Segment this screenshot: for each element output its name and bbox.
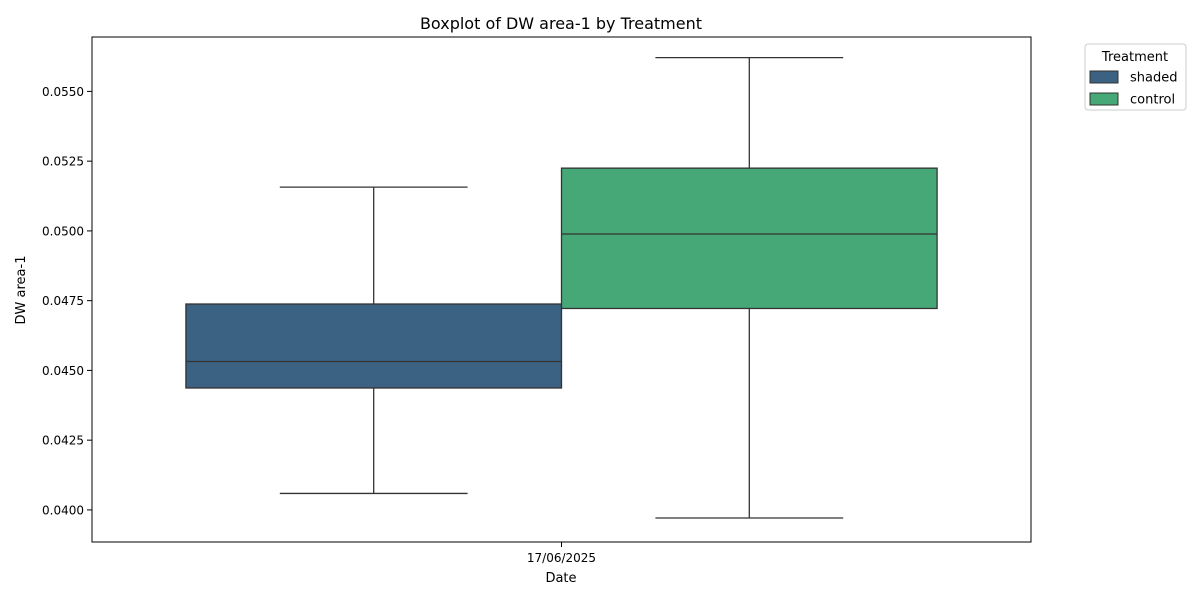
box-iqr [185, 303, 563, 389]
legend-swatch-control [1089, 92, 1119, 106]
legend-items: shaded control [1089, 70, 1177, 108]
box-control [560, 56, 938, 519]
box-group [185, 56, 938, 519]
y-tick-label: 0.0525 [42, 155, 84, 169]
legend: Treatment shaded control [1084, 43, 1187, 111]
y-tick-label: 0.0550 [42, 85, 84, 99]
legend-title: Treatment [1101, 50, 1168, 65]
y-tick-label: 0.0475 [42, 294, 84, 308]
x-axis: 17/06/2025 [527, 542, 596, 565]
legend-label-control: control [1130, 93, 1175, 108]
x-tick-label: 17/06/2025 [527, 551, 596, 565]
legend-label-shaded: shaded [1130, 71, 1177, 86]
y-tick-label: 0.0425 [42, 434, 84, 448]
x-axis-label: Date [545, 571, 576, 586]
box-shaded [185, 186, 563, 495]
y-tick-label: 0.0500 [42, 224, 84, 238]
y-tick-label: 0.0450 [42, 364, 84, 378]
y-axis-label: DW area-1 [14, 256, 29, 325]
legend-swatch-shaded [1089, 70, 1119, 84]
y-tick-label: 0.0400 [42, 503, 84, 517]
y-axis: 0.0400 0.0425 0.0450 0.0475 0.0500 0.0525 0.05… [42, 85, 92, 517]
chart-title: Boxplot of DW area-1 by Treatment [420, 14, 702, 33]
box-iqr [560, 167, 938, 310]
